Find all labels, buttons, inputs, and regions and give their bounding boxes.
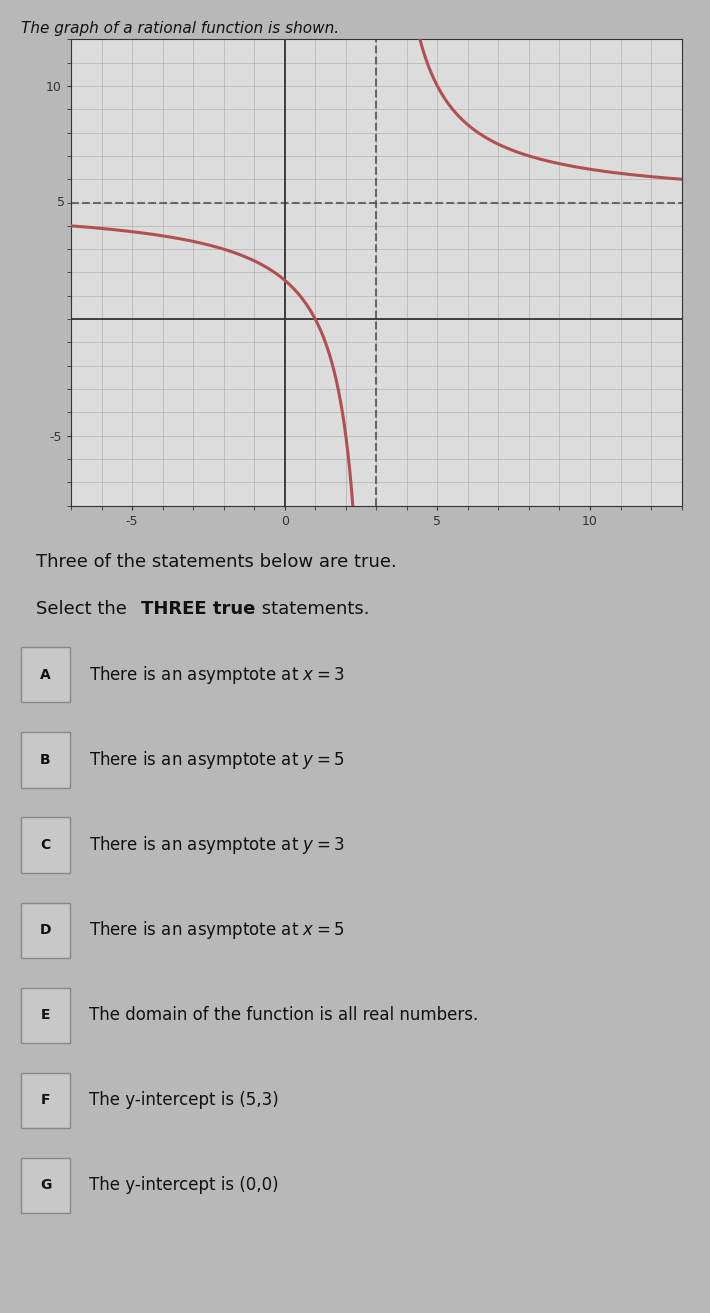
FancyBboxPatch shape [21, 647, 70, 702]
Text: statements.: statements. [256, 600, 369, 618]
Text: The y-intercept is (5,3): The y-intercept is (5,3) [89, 1091, 278, 1109]
Text: There is an asymptote at $y = 3$: There is an asymptote at $y = 3$ [89, 834, 344, 856]
Text: Three of the statements below are true.: Three of the statements below are true. [36, 553, 396, 571]
Text: There is an asymptote at $x = 5$: There is an asymptote at $x = 5$ [89, 919, 344, 941]
FancyBboxPatch shape [21, 1073, 70, 1128]
FancyBboxPatch shape [21, 987, 70, 1043]
FancyBboxPatch shape [21, 733, 70, 788]
FancyBboxPatch shape [21, 818, 70, 873]
Text: The y-intercept is (0,0): The y-intercept is (0,0) [89, 1176, 278, 1195]
Text: C: C [40, 838, 50, 852]
Text: Select the: Select the [36, 600, 132, 618]
FancyBboxPatch shape [21, 1158, 70, 1213]
FancyBboxPatch shape [21, 902, 70, 957]
Text: E: E [40, 1008, 50, 1023]
Text: 5: 5 [57, 196, 65, 209]
Text: G: G [40, 1178, 51, 1192]
Text: There is an asymptote at $x = 3$: There is an asymptote at $x = 3$ [89, 664, 344, 685]
Text: F: F [40, 1094, 50, 1107]
Text: D: D [40, 923, 51, 937]
Text: A: A [40, 668, 51, 681]
Text: There is an asymptote at $y = 5$: There is an asymptote at $y = 5$ [89, 748, 344, 771]
Text: The graph of a rational function is shown.: The graph of a rational function is show… [21, 21, 339, 37]
Text: The domain of the function is all real numbers.: The domain of the function is all real n… [89, 1006, 478, 1024]
Text: B: B [40, 752, 50, 767]
Text: THREE true: THREE true [141, 600, 255, 618]
